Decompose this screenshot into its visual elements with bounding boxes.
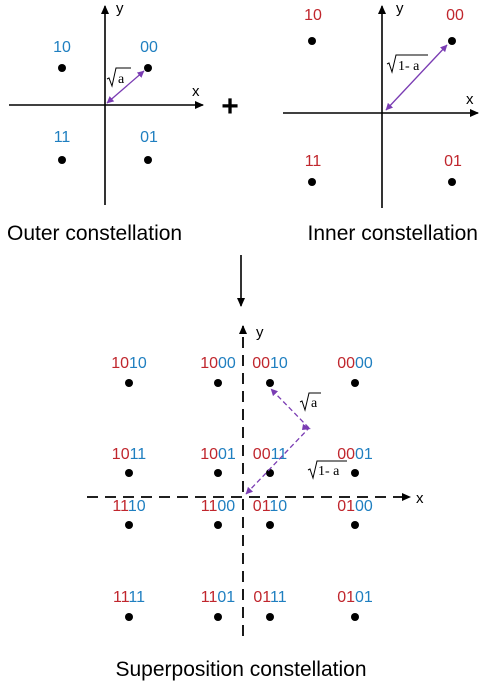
inner-caption: Inner constellation <box>308 222 478 245</box>
super-point-label: 1100 <box>201 498 236 515</box>
super-point <box>125 469 133 477</box>
outer-sqrt-a-text: a <box>118 72 125 87</box>
super-point <box>266 521 274 529</box>
outer-point-label-10: 10 <box>53 39 71 56</box>
superposition-constellation: x y 1010 1000 0010 0000 1011 1001 0011 0001 1110… <box>87 324 424 636</box>
super-point <box>266 469 274 477</box>
super-sqrt-a-label: a <box>299 392 321 412</box>
super-point-label: 0000 <box>337 355 373 372</box>
super-point <box>351 521 359 529</box>
super-point <box>351 613 359 621</box>
outer-point-label-00: 00 <box>140 39 158 56</box>
outer-x-axis-label: x <box>192 83 200 100</box>
super-y-axis-label: y <box>256 324 264 341</box>
super-point-label: 1010 <box>111 355 147 372</box>
super-vector-junction-arrow <box>302 424 311 430</box>
super-x-axis-label: x <box>416 490 424 507</box>
outer-point-00 <box>144 64 152 72</box>
inner-sqrt-1-a-text: 1- a <box>398 59 420 74</box>
super-point <box>266 379 274 387</box>
super-point <box>125 521 133 529</box>
super-point <box>214 613 222 621</box>
super-point <box>266 613 274 621</box>
outer-y-axis-label: y <box>116 0 124 17</box>
inner-y-axis-label: y <box>396 0 404 17</box>
super-point-label: 1001 <box>200 446 236 463</box>
inner-amplitude-vector <box>385 44 448 111</box>
outer-amplitude-vector <box>106 70 145 104</box>
inner-point-01 <box>448 178 456 186</box>
super-point-label: 0011 <box>253 446 288 463</box>
super-point <box>351 469 359 477</box>
super-point-label: 0111 <box>253 589 286 606</box>
super-point <box>214 469 222 477</box>
inner-point-11 <box>308 178 316 186</box>
super-point <box>214 379 222 387</box>
super-points: 1010 1000 0010 0000 1011 1001 0011 0001 1110 1100… <box>111 355 373 621</box>
inner-point-label-00: 00 <box>446 7 464 24</box>
super-point-label: 1110 <box>112 498 145 515</box>
inner-point-label-10: 10 <box>304 7 322 24</box>
plus-sign: + <box>221 90 239 123</box>
outer-point-10 <box>58 64 66 72</box>
super-point-label: 0101 <box>337 589 373 606</box>
super-point <box>125 613 133 621</box>
super-point-label: 0110 <box>253 498 288 515</box>
outer-point-label-11: 11 <box>54 129 71 146</box>
inner-point-10 <box>308 37 316 45</box>
super-inner-vector <box>245 427 310 495</box>
super-point <box>214 521 222 529</box>
super-point <box>351 379 359 387</box>
super-point-label: 0001 <box>337 446 373 463</box>
inner-sqrt-label: 1- a <box>386 54 428 74</box>
outer-point-01 <box>144 156 152 164</box>
inner-x-axis-label: x <box>466 91 474 108</box>
outer-caption: Outer constellation <box>7 222 182 245</box>
super-point-label: 1000 <box>200 355 236 372</box>
outer-point-11 <box>58 156 66 164</box>
super-sqrt-1-a-text: 1- a <box>318 464 340 479</box>
outer-constellation: x y 10 00 11 01 a <box>9 0 204 205</box>
super-sqrt-a-text: a <box>311 396 318 411</box>
inner-point-00 <box>448 37 456 45</box>
superposition-caption: Superposition constellation <box>116 658 367 681</box>
inner-constellation: x y 10 00 11 01 1- a <box>283 0 479 208</box>
super-point-label: 1011 <box>112 446 147 463</box>
super-point-label: 0010 <box>252 355 288 372</box>
outer-point-label-01: 01 <box>140 129 158 146</box>
super-point-label: 1101 <box>201 589 236 606</box>
outer-sqrt-label: a <box>106 67 131 88</box>
inner-point-label-11: 11 <box>305 153 322 170</box>
super-outer-vector <box>270 388 310 429</box>
super-sqrt-1-a-label: 1- a <box>307 460 347 480</box>
super-point-label: 0100 <box>337 498 373 515</box>
super-point <box>125 379 133 387</box>
super-point-label: 1111 <box>113 589 145 606</box>
inner-point-label-01: 01 <box>444 153 462 170</box>
